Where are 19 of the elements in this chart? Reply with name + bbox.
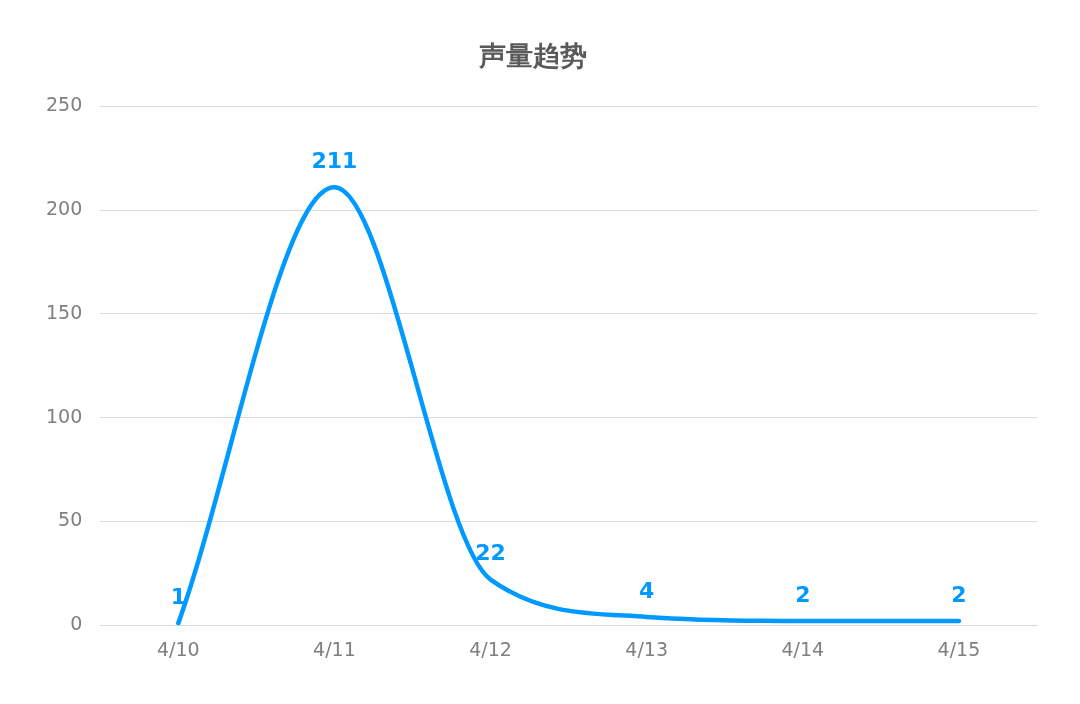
- y-tick-label: 100: [46, 404, 83, 427]
- x-tick-label: 4/12: [469, 637, 512, 660]
- x-tick-label: 4/15: [937, 637, 981, 660]
- data-label: 2: [951, 581, 967, 607]
- data-label: 2: [795, 581, 811, 607]
- data-label: 211: [311, 148, 358, 174]
- x-tick-label: 4/13: [625, 637, 669, 660]
- x-tick-label: 4/14: [781, 637, 825, 660]
- y-tick-label: 50: [58, 508, 83, 531]
- y-tick-label: 200: [46, 197, 83, 220]
- chart-title: 声量趋势: [477, 40, 587, 72]
- data-label: 1: [170, 583, 186, 609]
- x-tick-label: 4/11: [313, 637, 356, 660]
- data-label: 4: [639, 577, 655, 603]
- y-tick-label: 0: [70, 612, 83, 635]
- data-label: 22: [475, 540, 506, 566]
- y-tick-label: 250: [46, 93, 83, 116]
- y-tick-label: 150: [46, 300, 83, 323]
- x-tick-label: 4/10: [156, 637, 200, 660]
